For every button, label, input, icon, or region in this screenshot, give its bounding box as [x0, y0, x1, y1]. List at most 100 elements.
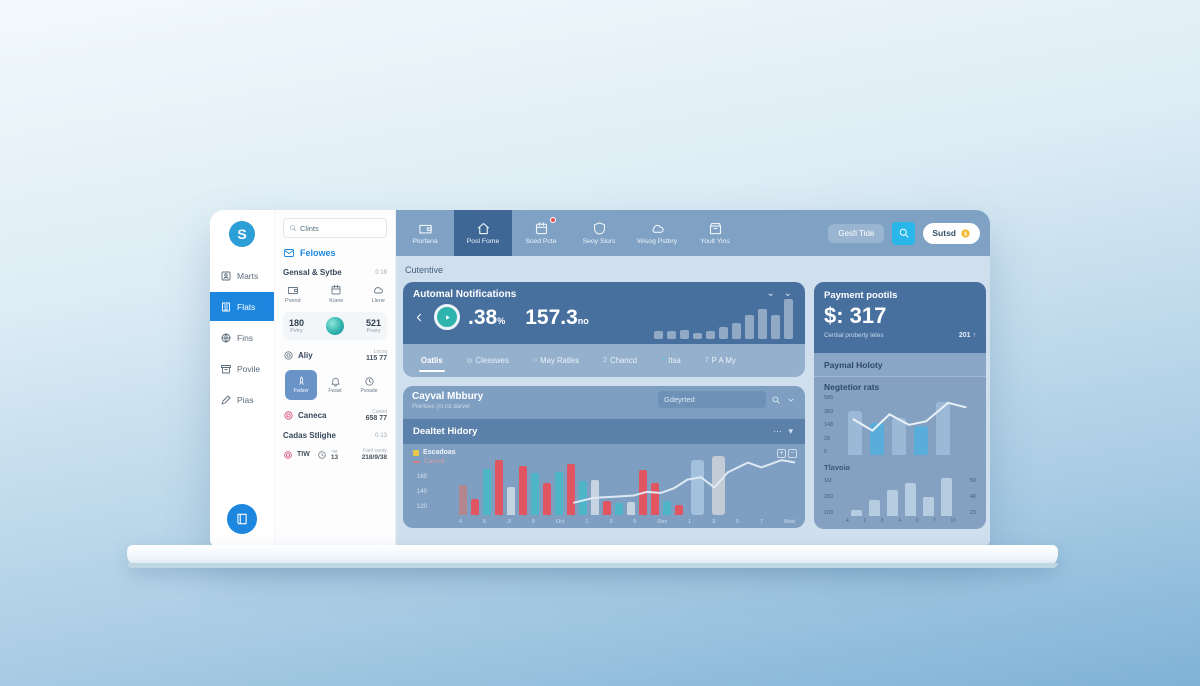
sidebar-item-label: Marts: [237, 270, 259, 281]
sidebar-item-flats[interactable]: Flats: [210, 292, 274, 321]
footer-right-value: 218/9/38: [361, 454, 387, 461]
bar: [914, 425, 928, 455]
panel-search-input[interactable]: [300, 223, 370, 233]
bar: [904, 482, 916, 516]
sidebar-item-label: Povile: [237, 363, 261, 374]
wallet-icon: [418, 221, 433, 236]
bar: [591, 480, 599, 515]
stats-tab-oatlis[interactable]: Oatlis: [409, 344, 455, 377]
x-tick: 1: [688, 519, 692, 525]
end-bar: [712, 456, 725, 515]
breadcrumb: Cutentive: [405, 265, 444, 275]
library-button[interactable]: [227, 504, 257, 534]
tile-fwast[interactable]: Fwast: [319, 370, 351, 400]
mail-icon: [283, 247, 295, 259]
bar: [495, 459, 503, 515]
sidebar-item-marts[interactable]: Marts: [210, 261, 274, 290]
tile-actions: Fvdsvr Fwast Pvoade: [283, 370, 387, 400]
group1-row: Gensal & Sytbe 0 19: [283, 268, 387, 277]
target-icon: [283, 350, 294, 361]
history-search-input[interactable]: [658, 391, 766, 408]
laptop-screen: S Marts Flats Fins Povile Pias Felowes Gensa…: [210, 210, 990, 546]
mini-bar: [758, 309, 767, 339]
panel-search[interactable]: [283, 218, 387, 238]
swirl-logo-icon: [326, 317, 344, 335]
zoom-out-button[interactable]: −: [788, 449, 797, 458]
y-tick: 140: [417, 489, 428, 495]
chevron-down-icon[interactable]: [786, 395, 796, 405]
sidebar-item-fins[interactable]: Fins: [210, 323, 274, 352]
bar: [627, 502, 635, 515]
ally-row[interactable]: Aliy Lxcoq 115 77: [283, 349, 387, 362]
primary-button[interactable]: Sutsd $: [923, 222, 980, 244]
history-search-group: [658, 391, 796, 408]
search-icon[interactable]: [771, 395, 781, 405]
tab-seoy-slors[interactable]: Seoy Slors: [570, 210, 628, 256]
bar: [603, 500, 611, 515]
quick-action-koew[interactable]: Koew: [329, 284, 343, 304]
mini-bar: [680, 330, 689, 339]
y-tick: 28: [824, 435, 831, 442]
tab-yoult-yins[interactable]: Yoult Yins: [686, 210, 744, 256]
y-tick: 0: [824, 449, 828, 455]
stats-tab-clesswes[interactable]: ⊙ Clesswes: [455, 344, 521, 377]
tlavoia-section: Tlavoia 1M 269 109 50 40 23 4 1 8 4 0 7 10: [814, 463, 986, 528]
caneca-row[interactable]: Caneca Caned 658 77: [283, 409, 387, 422]
payment-title: Payment pootils: [824, 290, 898, 301]
rocket-icon: [296, 376, 307, 387]
payment-delta[interactable]: 201 ↑: [958, 332, 976, 339]
payment-subrow: Cential proberty letes 201 ↑: [824, 332, 976, 339]
footer-clock-value: 13: [330, 453, 339, 461]
legend-swatch-yellow: [413, 449, 419, 456]
tile-pvoade[interactable]: Pvoade: [353, 370, 385, 400]
chevron-left-icon[interactable]: [413, 311, 426, 324]
stats-tab-chancd[interactable]: 2 Chancd: [591, 344, 649, 377]
coin-icon: $: [960, 228, 971, 239]
y-tick: 1M: [824, 478, 832, 484]
bar: [870, 422, 884, 455]
search-button[interactable]: [892, 221, 916, 245]
ally-value: 115 77: [365, 355, 387, 362]
chart-legend: Escadoas Cawnd: [413, 449, 456, 465]
target-icon: [283, 450, 293, 460]
sidebar-item-label: Fins: [237, 332, 254, 343]
search-icon: [289, 224, 297, 232]
zoom-in-button[interactable]: +: [777, 449, 786, 458]
metric-value: 157.3no: [525, 305, 589, 329]
tile-fvdsvr[interactable]: Fvdsvr: [285, 370, 317, 400]
x-tick: 4: [846, 518, 849, 524]
nav-right-controls: Gesfi Tide Sutsd $: [828, 210, 990, 256]
x-tick: 10: [950, 518, 956, 524]
group2-row: Cadas Stlighe 0·13: [283, 431, 387, 440]
app-logo[interactable]: S: [229, 221, 255, 247]
search-icon: [898, 227, 910, 239]
tab-wisog-pstbry[interactable]: Wisog Pstbry: [628, 210, 686, 256]
main-area: Plorfana Posl Fome Sced Pcte Seoy Slors Wiso…: [396, 210, 990, 546]
ghost-button[interactable]: Gesfi Tide: [828, 223, 885, 243]
legend-label-2: Cawnd: [424, 458, 445, 465]
tab-sced-pcte[interactable]: Sced Pcte: [512, 210, 570, 256]
quick-actions: Pvend Koew Llene: [283, 284, 387, 304]
tab-posl-fome[interactable]: Posl Fome: [454, 210, 512, 256]
quick-action-pvend[interactable]: Pvend: [285, 284, 301, 304]
stats-tab-may-ratles[interactable]: ○ May Ratles: [521, 344, 591, 377]
footer-right-top: Fanf roedy: [363, 448, 387, 454]
bar: [940, 478, 952, 516]
felowes-header[interactable]: Felowes: [283, 247, 387, 259]
more-options-icon[interactable]: ⋯ ▾: [772, 426, 795, 436]
tab-plorfana[interactable]: Plorfana: [396, 210, 454, 256]
stats-tab-itsa[interactable]: ◔ Itsa: [649, 344, 693, 377]
payment-history-row[interactable]: Paymal Holoty: [814, 353, 986, 377]
sidebar-item-povile[interactable]: Povile: [210, 354, 274, 383]
tab-label: Plorfana: [412, 238, 438, 245]
group2-value: 0·13: [374, 432, 387, 439]
stats-tab-label: Chancd: [610, 356, 637, 365]
end-bar: [691, 460, 704, 515]
box-icon: [708, 221, 723, 236]
stats-tab-label: Oatlis: [421, 356, 443, 365]
sidebar-item-pias[interactable]: Pias: [210, 385, 274, 414]
chevron-down-icon[interactable]: ⌄ ⌄: [766, 288, 795, 299]
quick-action-llene[interactable]: Llene: [372, 284, 385, 304]
progress-donut: [434, 304, 460, 330]
